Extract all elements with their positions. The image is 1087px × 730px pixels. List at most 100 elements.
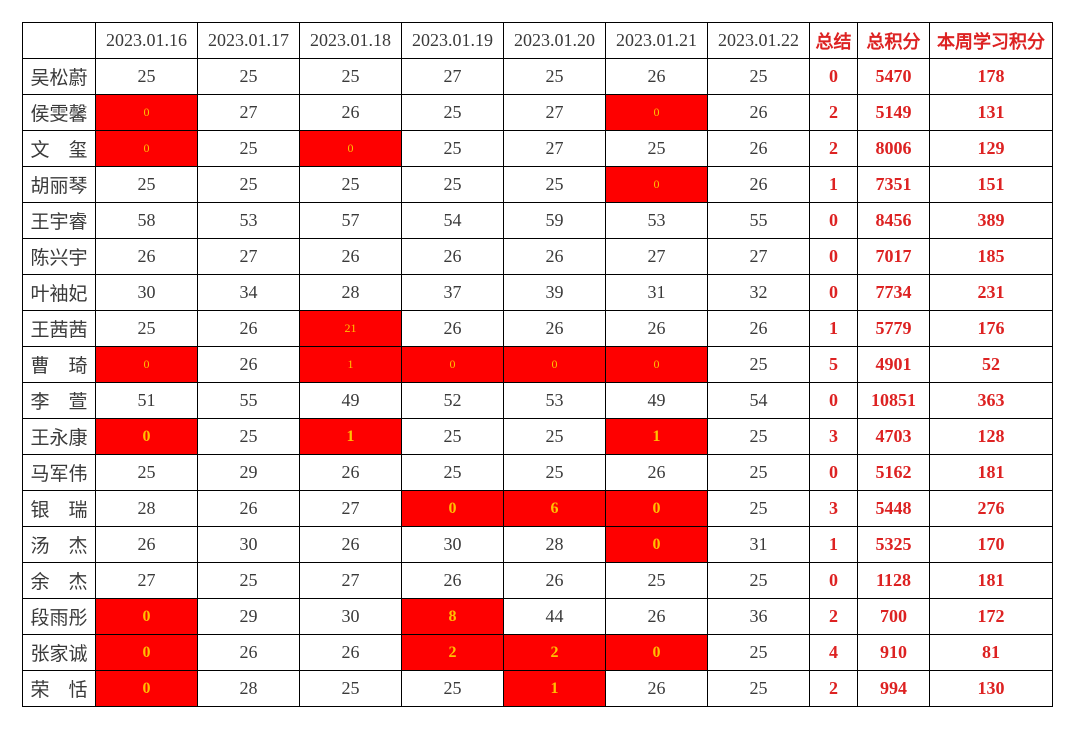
day-score-cell: 30 (299, 598, 402, 635)
day-score-cell: 0 (605, 166, 708, 203)
day-score-cell: 26 (197, 310, 300, 347)
day-score-cell: 0 (95, 598, 198, 635)
day-score-cell: 25 (299, 166, 402, 203)
total-points-cell: 7351 (857, 166, 930, 203)
total-points-cell: 5470 (857, 58, 930, 95)
day-score-cell: 0 (95, 346, 198, 383)
day-score-cell: 25 (401, 166, 504, 203)
day-score-cell: 57 (299, 202, 402, 239)
week-points-cell: 81 (929, 634, 1053, 671)
day-score-cell: 0 (605, 490, 708, 527)
day-score-cell: 0 (95, 670, 198, 707)
day-score-cell: 27 (95, 562, 198, 599)
day-score-cell: 26 (605, 598, 708, 635)
day-score-cell: 0 (95, 418, 198, 455)
summary-cell: 0 (809, 202, 858, 239)
table-row: 陈兴宇 26 27 26 26 26 27 27 0 7017 185 (22, 238, 1053, 275)
day-score-cell: 25 (197, 418, 300, 455)
total-points-header: 总积分 (857, 22, 930, 59)
total-points-cell: 5448 (857, 490, 930, 527)
day-score-cell: 26 (707, 130, 810, 167)
day-score-cell: 0 (605, 634, 708, 671)
day-score-cell: 26 (401, 238, 504, 275)
day-score-cell: 53 (605, 202, 708, 239)
day-score-cell: 55 (197, 382, 300, 419)
day-score-cell: 26 (707, 94, 810, 131)
student-name: 王永康 (22, 418, 96, 455)
day-score-cell: 1 (503, 670, 606, 707)
day-score-cell: 0 (605, 526, 708, 563)
total-points-cell: 8006 (857, 130, 930, 167)
day-score-cell: 6 (503, 490, 606, 527)
student-name: 陈兴宇 (22, 238, 96, 275)
week-points-cell: 185 (929, 238, 1053, 275)
week-points-cell: 178 (929, 58, 1053, 95)
student-name: 侯雯馨 (22, 94, 96, 131)
day-score-cell: 26 (299, 454, 402, 491)
day-score-cell: 0 (503, 346, 606, 383)
total-points-cell: 994 (857, 670, 930, 707)
day-score-cell: 25 (707, 418, 810, 455)
day-score-cell: 28 (197, 670, 300, 707)
day-score-cell: 26 (299, 94, 402, 131)
day-score-cell: 34 (197, 274, 300, 311)
table-row: 段雨彤 0 29 30 8 44 26 36 2 700 172 (22, 598, 1053, 635)
day-score-cell: 1 (605, 418, 708, 455)
summary-cell: 3 (809, 418, 858, 455)
day-score-cell: 25 (95, 310, 198, 347)
student-name: 余 杰 (22, 562, 96, 599)
day-score-cell: 26 (299, 634, 402, 671)
summary-header: 总结 (809, 22, 858, 59)
day-score-cell: 36 (707, 598, 810, 635)
day-score-cell: 0 (95, 130, 198, 167)
day-score-cell: 26 (605, 58, 708, 95)
week-points-cell: 151 (929, 166, 1053, 203)
day-score-cell: 28 (299, 274, 402, 311)
day-score-cell: 27 (503, 130, 606, 167)
day-score-cell: 44 (503, 598, 606, 635)
total-points-cell: 5325 (857, 526, 930, 563)
day-score-cell: 30 (401, 526, 504, 563)
day-score-cell: 29 (197, 454, 300, 491)
student-name: 曹 琦 (22, 346, 96, 383)
day-score-cell: 1 (299, 346, 402, 383)
day-score-cell: 27 (299, 562, 402, 599)
day-score-cell: 27 (503, 94, 606, 131)
day-score-cell: 58 (95, 202, 198, 239)
summary-cell: 1 (809, 166, 858, 203)
day-score-cell: 0 (605, 346, 708, 383)
day-score-cell: 26 (605, 670, 708, 707)
day-score-cell: 25 (707, 346, 810, 383)
week-points-cell: 128 (929, 418, 1053, 455)
corner-cell (22, 22, 96, 59)
student-name: 汤 杰 (22, 526, 96, 563)
day-score-cell: 27 (299, 490, 402, 527)
week-points-cell: 172 (929, 598, 1053, 635)
day-score-cell: 26 (197, 346, 300, 383)
week-points-cell: 170 (929, 526, 1053, 563)
table-row: 叶袖妃 30 34 28 37 39 31 32 0 7734 231 (22, 274, 1053, 311)
student-name: 王茜茜 (22, 310, 96, 347)
day-score-cell: 53 (197, 202, 300, 239)
day-score-cell: 59 (503, 202, 606, 239)
day-score-cell: 26 (95, 526, 198, 563)
day-score-cell: 29 (197, 598, 300, 635)
day-score-cell: 54 (401, 202, 504, 239)
student-name: 张家诚 (22, 634, 96, 671)
day-score-cell: 26 (95, 238, 198, 275)
summary-cell: 1 (809, 526, 858, 563)
day-score-cell: 49 (299, 382, 402, 419)
day-score-cell: 1 (299, 418, 402, 455)
day-score-cell: 26 (707, 310, 810, 347)
day-score-cell: 25 (401, 130, 504, 167)
day-score-cell: 21 (299, 310, 402, 347)
day-score-cell: 32 (707, 274, 810, 311)
summary-cell: 0 (809, 58, 858, 95)
day-score-cell: 26 (503, 238, 606, 275)
total-points-cell: 7734 (857, 274, 930, 311)
day-score-cell: 26 (401, 562, 504, 599)
day-score-cell: 0 (95, 634, 198, 671)
day-score-cell: 25 (401, 454, 504, 491)
day-score-cell: 37 (401, 274, 504, 311)
table-row: 李 萱 51 55 49 52 53 49 54 0 10851 363 (22, 382, 1053, 419)
